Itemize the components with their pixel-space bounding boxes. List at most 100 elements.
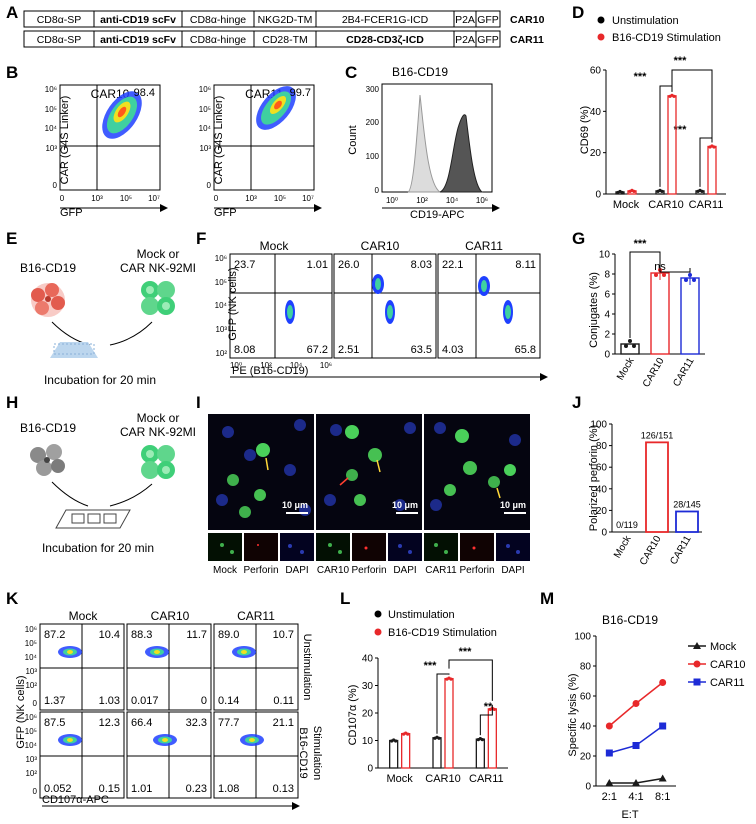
x-tick-label: CAR11 [689, 199, 724, 211]
panel-label-b: B [6, 63, 18, 82]
micro-image-mock: 10 μm [208, 414, 314, 530]
quad-ll: 0.052 [44, 783, 72, 795]
y-tick-label: 10⁶ [25, 713, 37, 722]
panel-label-l: L [340, 589, 350, 608]
x-tick-label: Mock [612, 533, 634, 560]
y-tick: 10⁴ [215, 301, 228, 310]
y-tick-label: 8 [604, 270, 610, 281]
flow-plot-title: CAR11 [465, 239, 503, 253]
bar-label: 28/145 [673, 499, 701, 509]
y-tick-label: 0 [601, 528, 607, 539]
panel-m-title: B16-CD19 [602, 613, 658, 627]
quad-ur: 1.01 [307, 259, 328, 271]
y-tick: 10³ [45, 144, 57, 153]
x-tick: 10⁷ [148, 194, 160, 203]
quad-lr: 0 [201, 695, 207, 707]
data-point [492, 707, 496, 711]
quad-ll: 1.08 [218, 783, 239, 795]
panel-i-microscopy: 10 μm 10 μm 10 μm [208, 414, 530, 576]
y-tick-label: 10 [599, 250, 611, 261]
histogram-stained [439, 114, 484, 193]
panel-b-ylabel-2: CAR (G4S Linker) [213, 96, 225, 185]
legend-marker-unstim [597, 16, 605, 24]
flow-plot-car11: CAR11 22.1 8.11 4.03 65.8 [437, 239, 541, 359]
bar-label: 0/119 [616, 520, 638, 530]
histogram-unstained [407, 94, 442, 193]
quad-ll: 2.51 [338, 344, 359, 356]
y-tick-label: 0 [33, 699, 38, 708]
legend-marker-stim [374, 628, 382, 636]
bar [444, 677, 454, 769]
x-tick: 10⁵ [274, 194, 286, 203]
legend-marker-unstim [374, 610, 382, 618]
flow-plot-title: Mock [260, 239, 290, 253]
bar-label: 126/151 [641, 430, 674, 440]
data-point [672, 94, 676, 98]
quad-ul: 23.7 [234, 259, 255, 271]
panel-d-ylabel: CD69 (%) [579, 106, 591, 154]
panel-label-c: C [345, 63, 357, 82]
y-tick-label: 20 [596, 506, 608, 517]
data-point [449, 677, 453, 681]
car10-seg-icd: 2B4-FCER1G-ICD [342, 14, 429, 26]
micro-image-car10: 10 μm [316, 414, 422, 530]
data-point [654, 273, 658, 277]
panel-k: GFP (NK cells) Mock CAR10 CAR11 Unstimul… [15, 609, 323, 810]
y-tick-label: 0 [604, 350, 610, 361]
x-tick-label: 4:1 [628, 791, 643, 803]
panel-h-schematic: B16-CD19 Mock or CAR NK-92MI Incubation … [20, 411, 196, 555]
bar [707, 145, 717, 195]
x-tick: 10⁶ [476, 196, 488, 205]
data-point [662, 273, 666, 277]
data-point [605, 779, 614, 786]
x-tick-label: CAR10 [425, 773, 460, 785]
y-tick: 10³ [215, 325, 227, 334]
sig-bracket [699, 137, 713, 187]
panel-label-i: I [196, 393, 201, 412]
cell-population [162, 738, 168, 742]
panel-label-e: E [6, 229, 17, 248]
bar [620, 343, 640, 355]
car11-seg-scfv: anti-CD19 scFv [100, 34, 176, 46]
car11-seg-icd: CD28-CD3ζ-ICD [346, 34, 424, 46]
channel-label: CAR11 [425, 565, 457, 576]
y-tick: 0 [53, 181, 58, 190]
row-label-stim-2: Stimulation [311, 726, 323, 780]
data-point [620, 190, 624, 195]
schematic-right-label-2: CAR NK-92MI [120, 425, 196, 439]
panel-b-xlabel-2: GFP [214, 207, 237, 219]
y-tick-label: 40 [362, 654, 374, 665]
panel-c-title: B16-CD19 [392, 65, 448, 79]
cell-population [154, 650, 160, 654]
car10-name: CAR10 [510, 14, 545, 26]
y-tick: 10³ [199, 144, 211, 153]
y-tick-label: 80 [596, 441, 608, 452]
data-point [700, 189, 704, 193]
col-title: CAR11 [237, 609, 275, 623]
schematic-caption: Incubation for 20 min [44, 373, 156, 387]
x-tick-label: CAR10 [638, 534, 664, 568]
y-tick-label: 40 [596, 484, 608, 495]
sig-bracket [629, 251, 661, 338]
quad-ul: 87.2 [44, 629, 65, 641]
x-tick: 10⁰ [230, 361, 242, 370]
sig-mark: *** [459, 646, 473, 658]
y-tick-label: 80 [580, 662, 592, 673]
panel-c-xlabel: CD19-APC [410, 209, 464, 221]
row-label-stim-1: B16-CD19 [297, 727, 309, 778]
y-tick-label: 10³ [25, 755, 37, 764]
col-title: CAR10 [151, 609, 190, 623]
quad-lr: 0.15 [99, 783, 120, 795]
data-point [659, 722, 667, 730]
legend-label: CAR11 [710, 677, 745, 689]
legend-label: Mock [710, 641, 737, 653]
legend-marker-stim [597, 33, 605, 41]
quad-lr: 0.23 [186, 783, 207, 795]
data-point [624, 344, 628, 348]
car11-seg-gfp: GFP [477, 34, 499, 46]
data-point [394, 739, 398, 743]
bar [487, 708, 497, 769]
data-point [684, 278, 688, 282]
x-tick-label: CAR11 [671, 356, 696, 389]
